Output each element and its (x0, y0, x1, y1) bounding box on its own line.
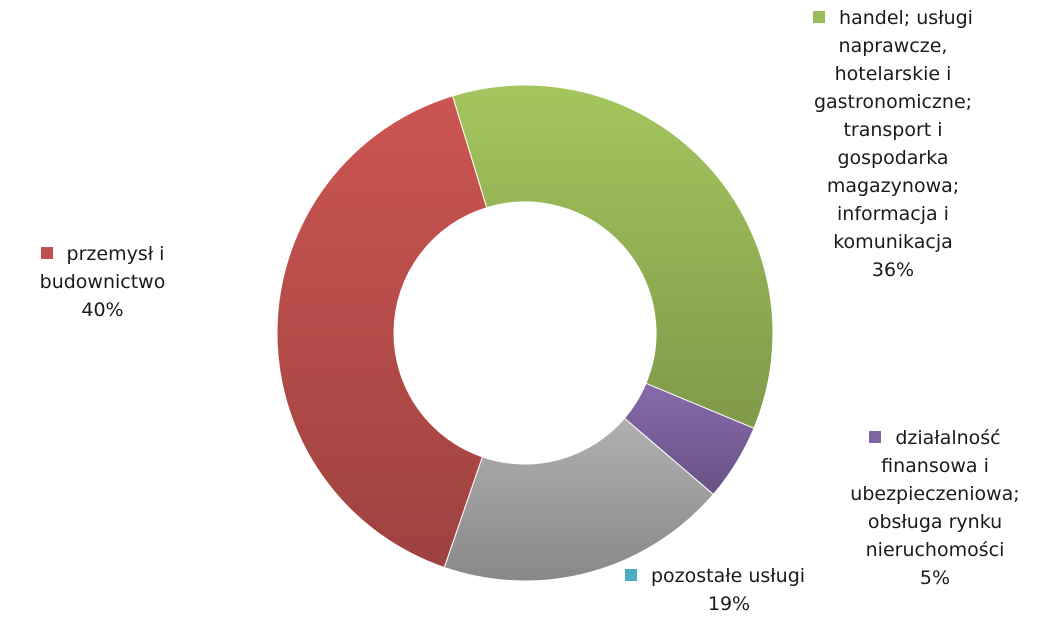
label-other-name: pozostałe usługi (650, 565, 806, 587)
label-trade-name: handel; usługi naprawcze, hotelarskie i … (813, 7, 973, 253)
label-industry-name: przemysł i budownictwo (39, 243, 166, 293)
label-finance-name: działalność finansowa i ubezpieczeniowa;… (850, 427, 1020, 561)
slice-industry (276, 95, 488, 569)
slice-other (443, 417, 715, 582)
label-trade-value: 36% (871, 259, 915, 281)
label-trade: handel; usługi naprawcze, hotelarskie i … (788, 4, 998, 284)
label-other: pozostałe usługi 19% (600, 562, 830, 618)
slice-trade (451, 84, 774, 429)
legend-swatch-trade (813, 11, 826, 23)
legend-swatch-industry (40, 247, 53, 259)
label-industry-value: 40% (81, 299, 124, 321)
label-other-value: 19% (707, 593, 751, 615)
legend-swatch-finance (869, 431, 882, 443)
label-finance: działalność finansowa i ubezpieczeniowa;… (820, 424, 1038, 592)
legend-swatch-other (624, 569, 637, 581)
label-finance-value: 5% (919, 567, 951, 589)
label-industry: przemysł i budownictwo 40% (0, 240, 205, 324)
